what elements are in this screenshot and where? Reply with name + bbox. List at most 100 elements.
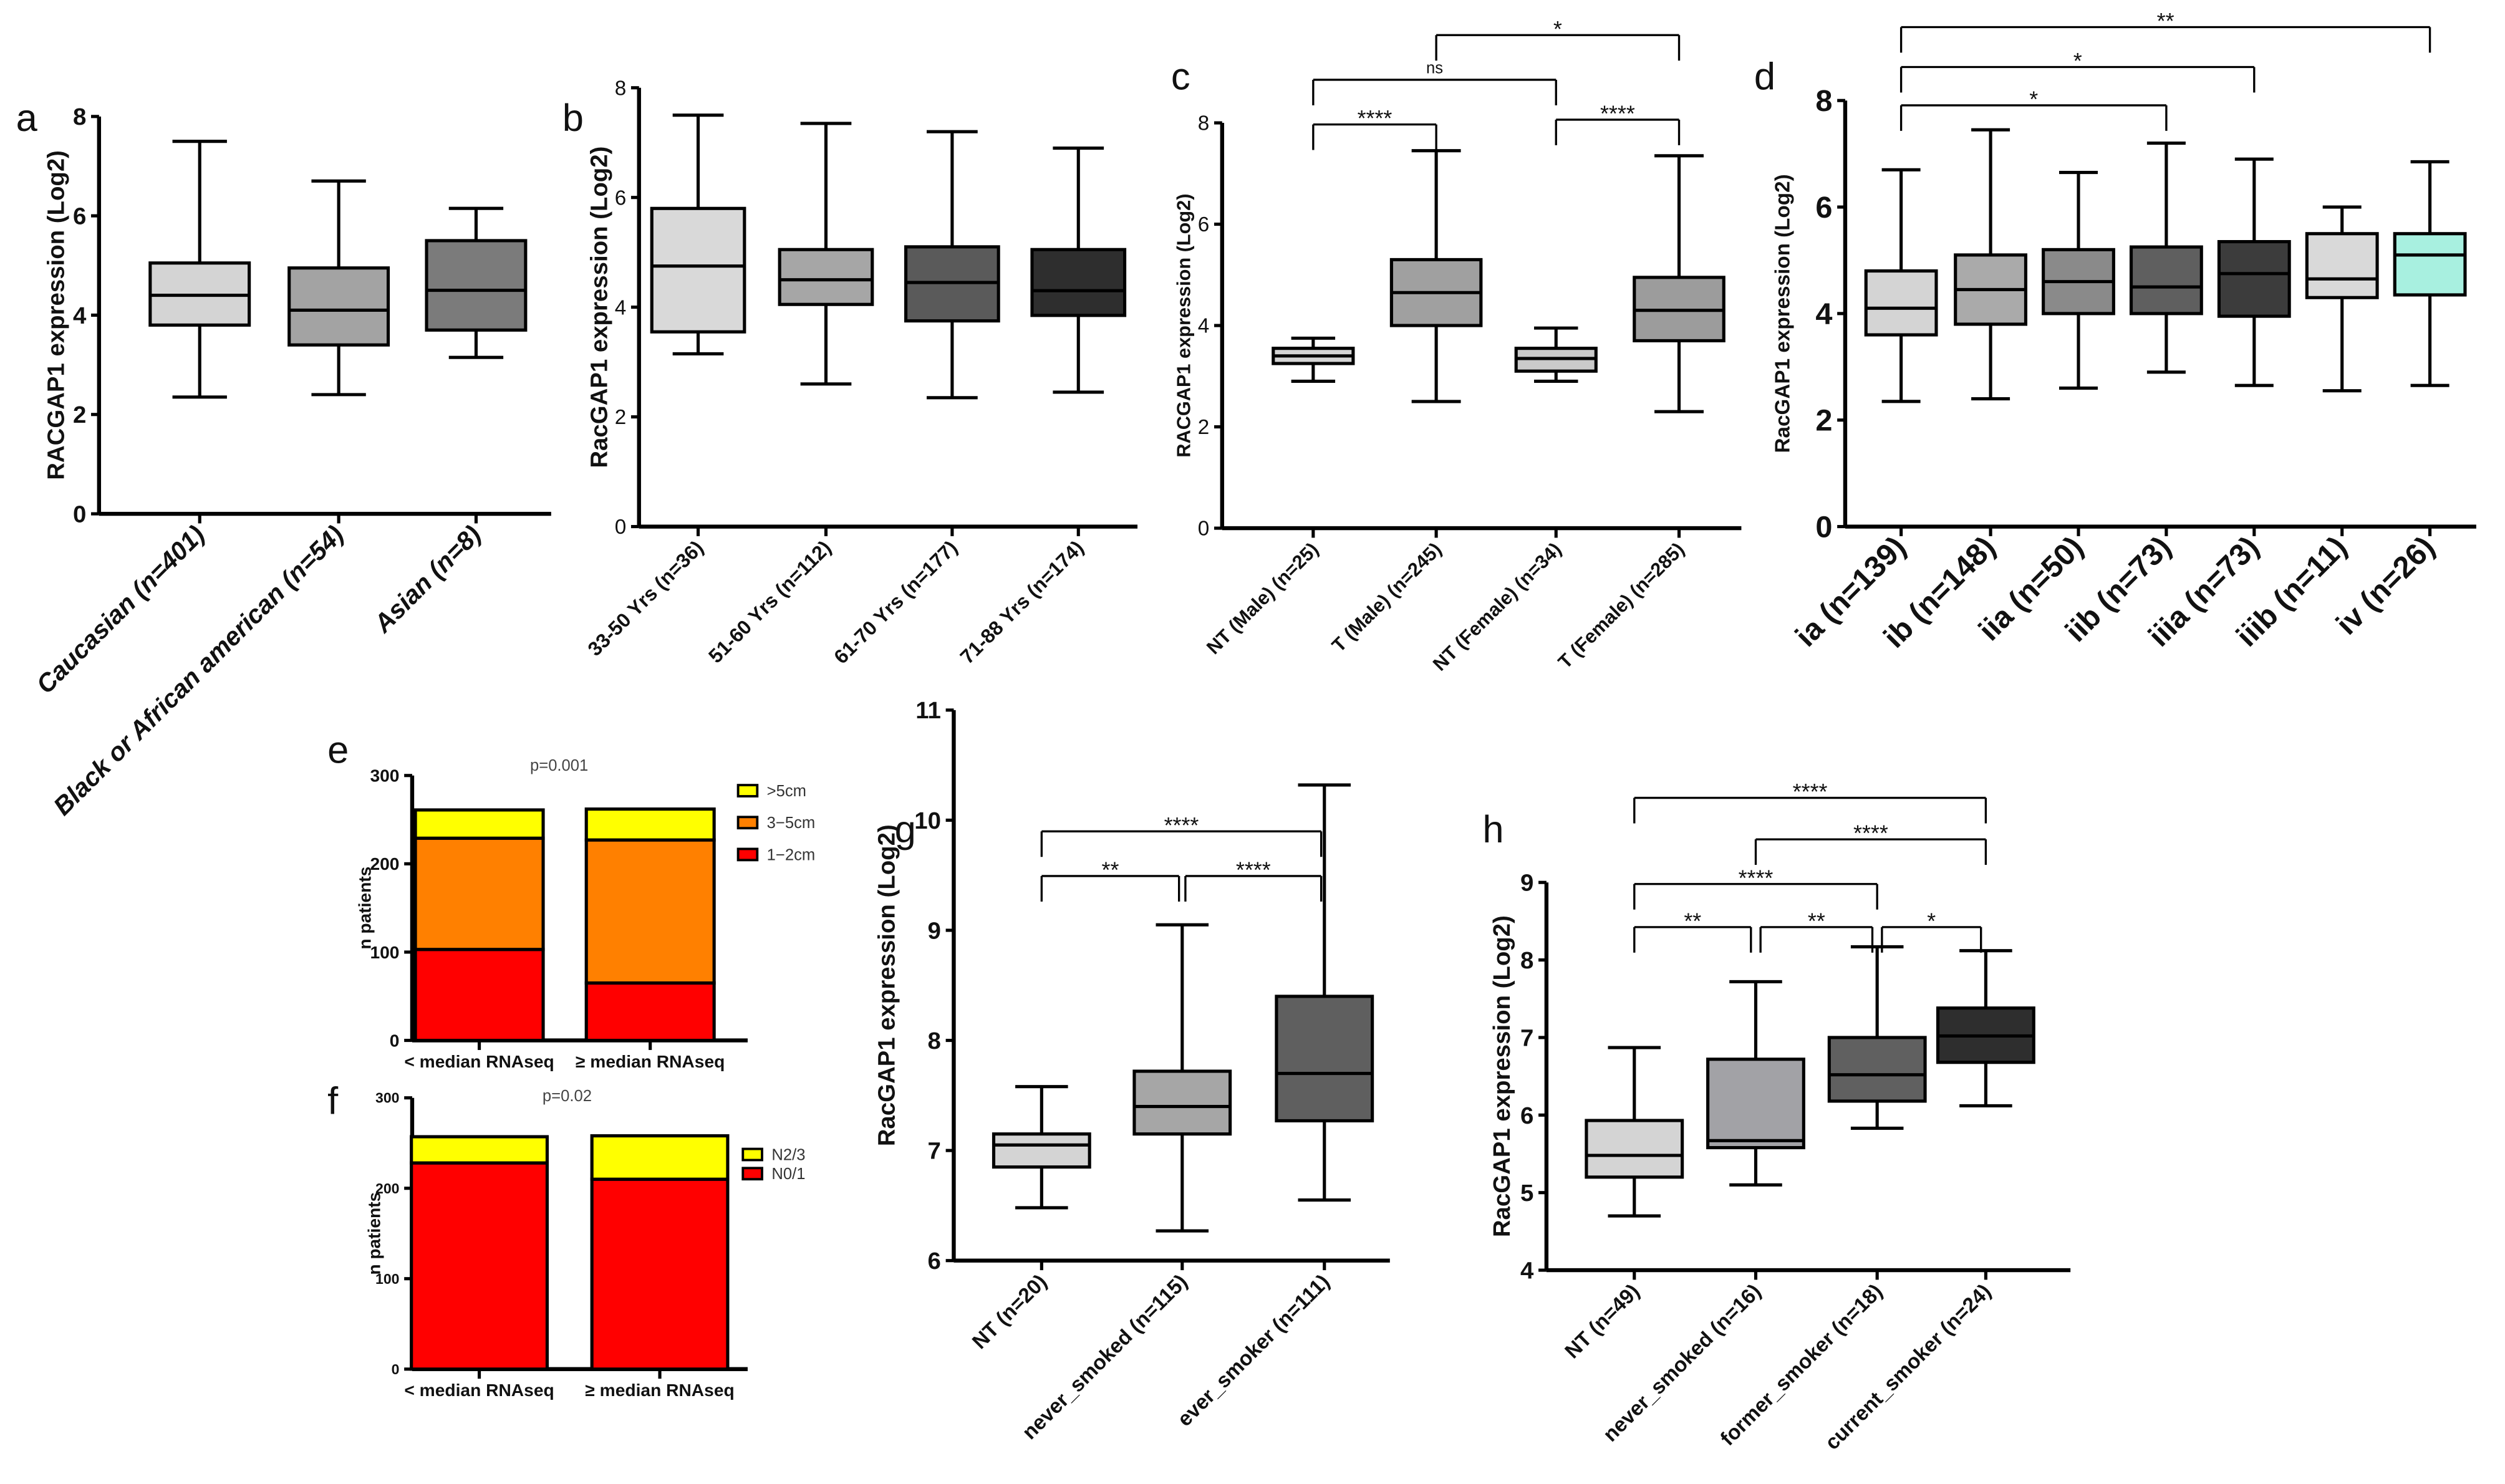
y-tick-label: 0 [1815, 511, 1832, 544]
box-0 [1864, 269, 1938, 337]
significance-label: **** [1236, 858, 1271, 883]
bar-segment-0 [590, 1177, 730, 1371]
x-tick-label: never_smoked (n=115) [1018, 1270, 1192, 1444]
y-tick-label: 4 [1198, 315, 1210, 338]
significance-label: ** [1808, 908, 1825, 933]
panel-e: e 0 100 200 300 n patients < median RNAseq ≥ me… [327, 728, 815, 1071]
x-tick-label: Black or African american (n=54) [48, 520, 349, 821]
x-tick-label: NT (n=49) [1561, 1279, 1644, 1363]
y-tick-label: 7 [1520, 1024, 1533, 1051]
y-tick-label: 6 [1815, 191, 1832, 224]
y-tick-label: 8 [1520, 947, 1533, 974]
panel-c: c 0 2 4 6 8 RACGAP1 expression (Log2) NT (Male)… [1171, 17, 1742, 675]
x-tick-label: T (Female) (n=285) [1554, 538, 1689, 673]
box-2 [1275, 995, 1374, 1123]
panel-label: c [1171, 55, 1190, 98]
legend-swatch [736, 847, 759, 862]
y-tick-label: 0 [615, 516, 627, 539]
y-tick-label: 6 [928, 1248, 941, 1274]
y-tick-label: 6 [615, 186, 627, 210]
significance-label: **** [1853, 821, 1888, 846]
box-5 [2305, 232, 2379, 299]
y-tick-label: 7 [928, 1138, 941, 1165]
bar-segment-1 [413, 836, 545, 952]
legend-swatch [741, 1147, 763, 1162]
x-tick-label: NT (Female) (n=34) [1429, 538, 1566, 675]
y-axis-label: RACGAP1 expression (Log2) [42, 150, 69, 480]
y-tick-label: 8 [615, 77, 627, 100]
y-axis-label: RacGAP1 expression (Log2) [1771, 174, 1794, 453]
y-tick-label: 0 [73, 501, 86, 528]
y-tick-label: 8 [1815, 84, 1832, 118]
significance-label: **** [1739, 865, 1774, 890]
y-tick-label: 8 [1198, 112, 1210, 135]
box-3 [1030, 248, 1127, 317]
y-tick-label: 200 [370, 854, 399, 874]
y-tick-label: 2 [1815, 404, 1832, 438]
p-value-label: p=0.001 [530, 757, 588, 774]
y-axis-label: RACGAP1 expression (Log2) [1173, 194, 1195, 458]
significance-label: * [1553, 17, 1562, 42]
box-6 [2393, 232, 2467, 297]
y-tick-label: 2 [1198, 416, 1210, 439]
box-4 [2217, 240, 2291, 318]
y-tick-label: 6 [73, 203, 86, 230]
x-tick-label: T (Male) (n=245) [1328, 538, 1446, 656]
y-tick-label: 0 [392, 1361, 400, 1377]
box-3 [2129, 245, 2203, 316]
x-tick-label: < median RNAseq [404, 1052, 554, 1071]
p-value-label: p=0.02 [543, 1087, 592, 1105]
y-tick-label: 9 [928, 917, 941, 944]
x-tick-label: ≥ median RNAseq [576, 1052, 725, 1071]
x-tick-label: Asian (n=8) [368, 520, 486, 638]
legend-label: 1−2cm [767, 846, 816, 864]
x-tick-label: < median RNAseq [404, 1380, 554, 1400]
panel-label: d [1754, 55, 1775, 98]
significance-label: **** [1793, 779, 1828, 804]
x-tick-label: ever_smoker (n=111) [1173, 1270, 1334, 1431]
significance-label: **** [1358, 106, 1392, 131]
panel-b: b 0 2 4 6 8 RacGAP1 expression (Log2) 33-50 Yrs… [562, 77, 1138, 668]
y-axis-label: RacGAP1 expression (Log2) [586, 147, 612, 468]
significance-label: ** [1102, 858, 1119, 883]
legend-label: N0/1 [771, 1165, 805, 1183]
y-tick-label: 4 [615, 296, 627, 319]
y-tick-label: 4 [1815, 297, 1832, 331]
y-tick-label: 10 [914, 807, 941, 834]
y-tick-label: 5 [1520, 1180, 1533, 1207]
x-tick-label: NT (n=20) [968, 1270, 1051, 1354]
x-tick-label: 33-50 Yrs (n=36) [583, 536, 707, 660]
y-tick-label: 300 [370, 766, 399, 786]
bar-segment-1 [410, 1135, 549, 1165]
y-axis-label: RacGAP1 expression (Log2) [1489, 915, 1515, 1237]
panel-g: g 6 7 8 9 10 11 RacGAP1 expression (Log2) NT (n=… [874, 697, 1390, 1444]
x-tick-label: 51-60 Yrs (n=112) [704, 536, 836, 667]
x-tick-label: 71-88 Yrs (n=174) [956, 536, 1088, 668]
y-tick-label: 200 [375, 1180, 399, 1197]
x-tick-label: ≥ median RNAseq [585, 1380, 734, 1400]
significance-label: **** [1164, 813, 1199, 838]
y-axis-label: n patients [365, 1192, 384, 1275]
y-tick-label: 100 [370, 943, 399, 962]
box-2 [425, 239, 528, 332]
y-tick-label: 4 [73, 302, 87, 329]
bar-segment-2 [584, 807, 716, 842]
legend-label: 3−5cm [767, 814, 816, 832]
panel-label: e [327, 728, 349, 771]
panel-label: f [327, 1079, 339, 1122]
y-tick-label: 0 [1198, 518, 1210, 541]
legend-swatch [741, 1167, 763, 1181]
box-1 [287, 266, 390, 347]
y-tick-label: 0 [390, 1031, 400, 1050]
x-tick-label: 61-70 Yrs (n=177) [829, 536, 962, 668]
legend-swatch [736, 816, 759, 830]
box-0 [992, 1132, 1091, 1169]
panel-label: a [16, 97, 38, 140]
y-tick-label: 9 [1520, 870, 1533, 897]
y-tick-label: 4 [1520, 1258, 1534, 1284]
box-0 [650, 206, 746, 334]
bar-segment-0 [584, 981, 716, 1043]
